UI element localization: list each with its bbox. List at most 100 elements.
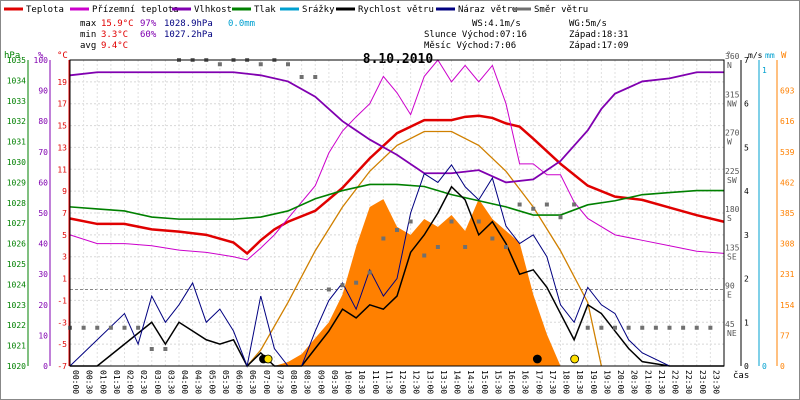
solar-radiation-area [274, 199, 561, 366]
rain-tick-label: 1 [762, 66, 767, 75]
wind-tick-label: 7 [744, 56, 749, 65]
hpa-tick-label: 1023 [7, 301, 26, 310]
stats-avg-label: avg [80, 41, 96, 51]
hpa-tick-label: 1020 [7, 362, 26, 371]
info-block: WS:4.1m/s WG:5m/s Slunce Východ:07:16 Zá… [424, 19, 629, 51]
percent-tick-label: 40 [38, 240, 48, 249]
axis-unit-percent: % [38, 51, 44, 61]
percent-tick-label: 50 [38, 209, 48, 218]
wind-direction-point [531, 206, 536, 211]
wind-direction-point [517, 202, 522, 207]
wind-gust-line [69, 164, 724, 368]
hpa-tick-label: 1030 [7, 158, 26, 167]
stats-avg-temp: 9.4°C [101, 41, 128, 51]
direction-tick-name: S [727, 214, 732, 223]
time-tick-label: 07:00 [262, 370, 271, 394]
percent-tick-label: 10 [38, 331, 48, 340]
stats-min-label: min [80, 30, 96, 40]
axis-unit-hpa: hPa [4, 51, 20, 61]
ground-temperature-line [69, 59, 725, 261]
time-tick-label: 03:30 [166, 370, 175, 394]
time-tick-label: 02:30 [139, 370, 148, 394]
wind-direction-point [667, 325, 672, 330]
solar-tick-label: 539 [780, 148, 795, 157]
plot-frame [69, 59, 725, 367]
time-tick-label: 00:30 [85, 370, 94, 394]
time-tick-label: 10:00 [344, 370, 353, 394]
sunrise-marker [263, 354, 273, 364]
sunset-marker [570, 354, 580, 364]
axis-unit-solar: W [781, 51, 787, 61]
axis-unit-celsius: °C [57, 51, 68, 61]
time-tick-label: 18:00 [562, 370, 571, 394]
direction-tick-label: 315 [725, 90, 740, 99]
time-tick-label: 16:00 [507, 370, 516, 394]
wind-direction-point [640, 325, 645, 330]
hpa-tick-label: 1033 [7, 97, 26, 106]
celsius-tick-label: -7 [57, 362, 67, 371]
percent-tick-label: 30 [38, 270, 48, 279]
time-tick-label: 09:00 [316, 370, 325, 394]
ws-text: WS:4.1m/s [472, 19, 521, 29]
time-tick-label: 05:30 [221, 370, 230, 394]
time-tick-label: 21:30 [657, 370, 666, 394]
celsius-tick-label: 7 [62, 209, 67, 218]
time-tick-label: 11:30 [384, 370, 393, 394]
time-tick-label: 15:30 [493, 370, 502, 394]
wind-direction-point [422, 253, 427, 258]
wind-direction-point [367, 270, 372, 275]
pressure-line [69, 183, 724, 220]
stats-max-rain: 0.0mm [228, 19, 255, 29]
axis-unit-direction: ° [726, 51, 731, 61]
direction-tick-name: N [727, 61, 732, 70]
wind-direction-point [299, 75, 304, 79]
legend-label: Náraz větru [458, 5, 518, 15]
direction-tick-name: NE [727, 329, 737, 338]
moonset-marker [532, 354, 542, 364]
solar-tick-label: 154 [780, 301, 795, 310]
direction-tick-label: 225 [725, 167, 740, 176]
solar-tick-label: 693 [780, 87, 795, 96]
time-tick-label: 12:00 [398, 370, 407, 394]
wind-direction-point [95, 325, 100, 330]
wind-direction-point [149, 347, 154, 351]
wind-direction-point [217, 62, 222, 67]
wind-direction-point [340, 283, 345, 288]
stats-min-press: 1027.2hPa [164, 30, 213, 40]
temperature-line [69, 114, 725, 256]
direction-tick-name: E [727, 291, 732, 300]
wg-text: WG:5m/s [569, 19, 607, 29]
legend: Teplota Přízemní teplota Vlhkost Tlak Sr… [4, 5, 588, 15]
celsius-tick-label: 19 [57, 78, 67, 87]
time-tick-label: 13:30 [439, 370, 448, 394]
percent-tick-label: 20 [38, 301, 48, 310]
wind-direction-point [708, 325, 713, 330]
axis-ticks: 00:00 00:30 01:00 01:30 02:00 02:30 03:00 03:30… [7, 52, 795, 394]
wind-direction-point [395, 228, 399, 232]
time-tick-label: 00:00 [71, 370, 80, 394]
direction-tick-name: SE [727, 252, 737, 261]
time-tick-label: 04:30 [194, 370, 203, 394]
percent-tick-label: 90 [38, 87, 48, 96]
time-tick-label: 08:00 [289, 370, 298, 394]
wind-direction-point [354, 280, 359, 285]
time-tick-label: 20:00 [616, 370, 625, 394]
time-tick-label: 13:00 [425, 370, 434, 394]
wind-tick-label: 0 [744, 362, 749, 371]
wind-direction-point [476, 219, 481, 224]
legend-label: Vlhkost [194, 5, 232, 15]
percent-tick-label: 80 [38, 117, 48, 126]
hpa-tick-label: 1022 [7, 321, 26, 330]
time-tick-label: 03:00 [153, 370, 162, 394]
solar-tick-label: 0 [780, 362, 785, 371]
time-tick-label: 01:00 [98, 370, 107, 394]
stats-block: max 15.9°C 97% 1028.9hPa 0.0mm min 3.3°C… [80, 19, 255, 51]
solar-tick-label: 616 [780, 117, 795, 126]
celsius-tick-label: 1 [62, 275, 67, 284]
time-tick-label: 17:00 [534, 370, 543, 394]
direction-tick-name: W [727, 138, 732, 147]
time-tick-label: 23:00 [698, 370, 707, 394]
time-tick-label: 14:30 [466, 370, 475, 394]
wind-direction-point [599, 325, 604, 330]
time-tick-label: 17:30 [548, 370, 557, 394]
